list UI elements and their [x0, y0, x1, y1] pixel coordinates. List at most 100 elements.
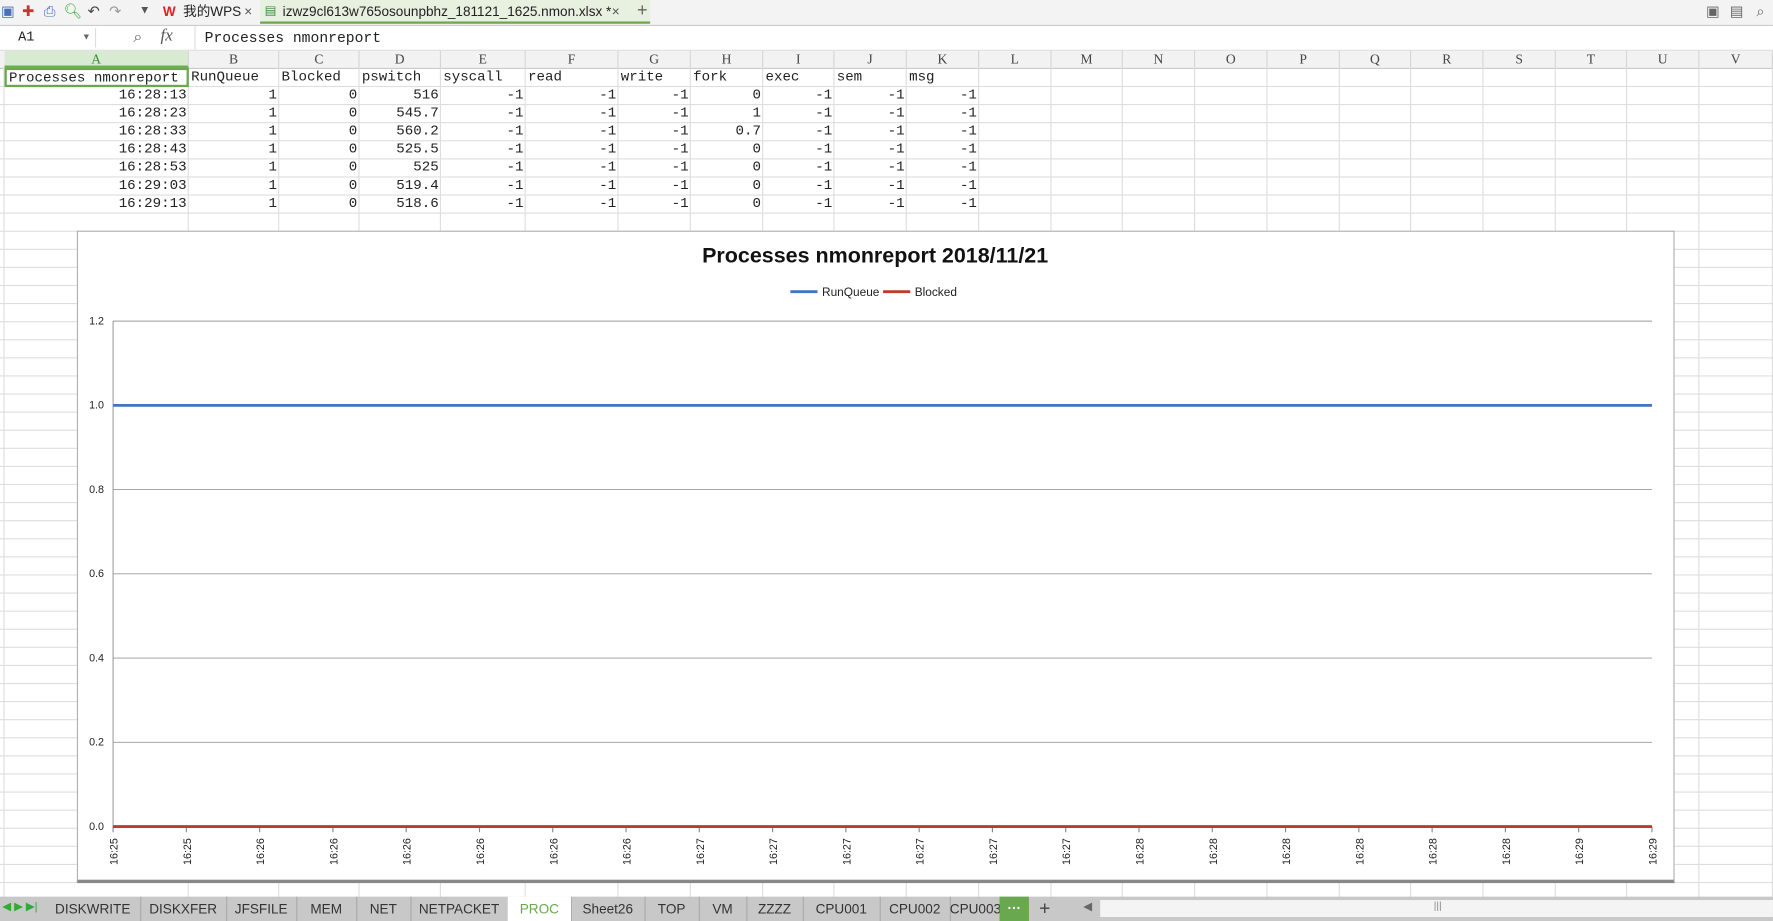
- window-icon[interactable]: ▣: [1706, 2, 1720, 20]
- data-cell[interactable]: -1: [815, 159, 833, 176]
- undo-icon[interactable]: ↶: [87, 2, 101, 20]
- document-tab[interactable]: ▤ izwz9cl613w765osounpbhz_181121_1625.nm…: [260, 0, 651, 24]
- menu-icon[interactable]: ▤: [1729, 2, 1744, 20]
- data-cell[interactable]: -1: [671, 123, 689, 140]
- data-cell[interactable]: -1: [506, 105, 524, 121]
- data-cell[interactable]: 0: [348, 105, 358, 121]
- sheet-tab-jfsfile[interactable]: JFSFILE: [226, 896, 298, 921]
- data-cell[interactable]: -1: [959, 87, 977, 103]
- scroll-left-icon[interactable]: ◀: [1083, 901, 1092, 914]
- sheet-tab-zzzz[interactable]: ZZZZ: [746, 896, 804, 921]
- redo-icon[interactable]: ↷: [109, 2, 122, 20]
- data-cell[interactable]: -1: [506, 195, 524, 212]
- column-header-D[interactable]: D: [360, 50, 441, 68]
- data-cell[interactable]: 519.4: [396, 177, 439, 194]
- data-cell[interactable]: -1: [815, 177, 833, 194]
- data-cell[interactable]: 1: [268, 141, 278, 158]
- sheet-tab-cpu001[interactable]: CPU001: [803, 896, 881, 921]
- data-cell[interactable]: -1: [887, 177, 905, 194]
- header-cell[interactable]: syscall: [443, 68, 503, 85]
- column-header-H[interactable]: H: [691, 50, 764, 68]
- data-cell[interactable]: -1: [959, 159, 977, 176]
- column-header-F[interactable]: F: [526, 50, 619, 68]
- data-cell[interactable]: -1: [671, 105, 689, 121]
- data-cell[interactable]: -1: [671, 177, 689, 194]
- header-cell[interactable]: msg: [909, 68, 935, 85]
- data-cell[interactable]: 16:29:03: [118, 177, 187, 194]
- column-header-L[interactable]: L: [979, 50, 1052, 68]
- data-cell[interactable]: 0: [348, 87, 358, 103]
- header-cell[interactable]: read: [528, 68, 562, 85]
- sheet-tab-top[interactable]: TOP: [644, 896, 700, 921]
- data-cell[interactable]: 1: [268, 195, 278, 212]
- data-cell[interactable]: -1: [815, 123, 833, 140]
- zoom-formula-icon[interactable]: ⌕: [133, 27, 143, 46]
- column-header-B[interactable]: B: [189, 50, 280, 68]
- search-icon[interactable]: ⌕: [1756, 2, 1765, 20]
- header-cell[interactable]: pswitch: [361, 68, 422, 85]
- fx-icon[interactable]: fx: [160, 27, 173, 46]
- sheet-tab-vm[interactable]: VM: [699, 896, 748, 921]
- data-cell[interactable]: -1: [506, 87, 524, 103]
- sheet-tab-diskxfer[interactable]: DISKXFER: [140, 896, 228, 921]
- data-cell[interactable]: 16:28:43: [118, 141, 187, 158]
- data-cell[interactable]: 16:28:23: [118, 105, 187, 121]
- data-cell[interactable]: 1: [752, 105, 761, 121]
- sheet-tab-mem[interactable]: MEM: [296, 896, 358, 921]
- data-cell[interactable]: -1: [815, 141, 833, 158]
- data-cell[interactable]: -1: [959, 105, 977, 121]
- add-sheet-icon[interactable]: +: [1039, 897, 1051, 920]
- data-cell[interactable]: 516: [413, 87, 439, 103]
- column-header-J[interactable]: J: [834, 50, 907, 68]
- chart[interactable]: Processes nmonreport 2018/11/21 RunQueue B…: [76, 230, 1675, 884]
- sheet-tab-net[interactable]: NET: [356, 896, 412, 921]
- column-header-U[interactable]: U: [1627, 50, 1700, 68]
- data-cell[interactable]: -1: [599, 141, 617, 158]
- column-header-E[interactable]: E: [441, 50, 526, 68]
- column-header-P[interactable]: P: [1268, 50, 1340, 68]
- data-cell[interactable]: 0: [348, 123, 358, 140]
- data-cell[interactable]: -1: [599, 159, 617, 176]
- data-cell[interactable]: 0: [348, 141, 358, 158]
- column-header-R[interactable]: R: [1411, 50, 1484, 68]
- column-header-N[interactable]: N: [1123, 50, 1196, 68]
- data-cell[interactable]: 525: [413, 159, 439, 176]
- data-cell[interactable]: 16:28:33: [118, 123, 187, 140]
- horizontal-scrollbar[interactable]: |||: [1100, 900, 1773, 917]
- data-cell[interactable]: -1: [599, 195, 617, 212]
- data-cell[interactable]: 1: [268, 87, 278, 103]
- data-cell[interactable]: 0: [752, 195, 761, 212]
- column-header-S[interactable]: S: [1483, 50, 1556, 68]
- sheet-tab-proc[interactable]: PROC: [507, 896, 573, 921]
- data-cell[interactable]: -1: [506, 177, 524, 194]
- data-cell[interactable]: -1: [506, 123, 524, 140]
- data-cell[interactable]: 545.7: [396, 105, 439, 121]
- home-tab[interactable]: W 我的WPS ×: [161, 0, 283, 23]
- data-cell[interactable]: 1: [268, 123, 278, 140]
- data-cell[interactable]: 1: [268, 159, 278, 176]
- data-cell[interactable]: 1: [268, 177, 278, 194]
- data-cell[interactable]: -1: [599, 105, 617, 121]
- data-cell[interactable]: -1: [599, 177, 617, 194]
- data-cell[interactable]: -1: [959, 195, 977, 212]
- column-header-T[interactable]: T: [1556, 50, 1628, 68]
- data-cell[interactable]: -1: [887, 87, 905, 103]
- column-header-G[interactable]: G: [618, 50, 691, 68]
- sheet-tab-cpu003[interactable]: CPU003: [950, 896, 1001, 921]
- data-cell[interactable]: -1: [815, 195, 833, 212]
- print-icon[interactable]: ⎙: [43, 2, 56, 20]
- header-cell[interactable]: RunQueue: [191, 68, 259, 85]
- header-cell[interactable]: Processes nmonreport: [4, 67, 189, 88]
- data-cell[interactable]: -1: [815, 105, 833, 121]
- data-cell[interactable]: -1: [815, 87, 833, 103]
- data-cell[interactable]: 0: [348, 195, 358, 212]
- column-header-C[interactable]: C: [279, 50, 360, 68]
- data-cell[interactable]: 0: [348, 159, 358, 176]
- data-cell[interactable]: -1: [887, 123, 905, 140]
- name-box[interactable]: A1 ▼: [0, 28, 97, 48]
- data-cell[interactable]: -1: [506, 159, 524, 176]
- formula-input[interactable]: Processes nmonreport: [194, 26, 1773, 50]
- header-cell[interactable]: sem: [836, 68, 863, 85]
- data-cell[interactable]: 0: [752, 87, 761, 103]
- column-header-V[interactable]: V: [1699, 50, 1773, 68]
